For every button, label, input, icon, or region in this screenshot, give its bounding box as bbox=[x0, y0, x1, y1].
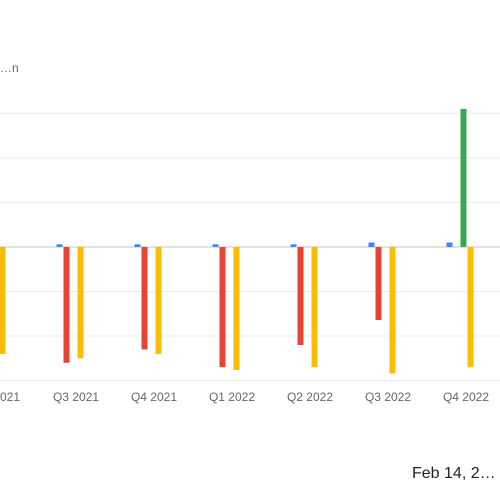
x-tick-label: Q4 2021 bbox=[131, 390, 177, 404]
bar-series-1-q1-2022 bbox=[212, 244, 219, 247]
bars bbox=[0, 108, 474, 374]
x-tick-label: Q2 2022 bbox=[287, 390, 333, 404]
bar-series-4-q2-2021 bbox=[0, 247, 6, 354]
bar-series-1-q2-2022 bbox=[290, 244, 297, 247]
x-tick-label: Q1 2022 bbox=[209, 390, 255, 404]
bar-series-2-q3-2021 bbox=[63, 247, 70, 363]
bar-series-4-q4-2022 bbox=[467, 247, 474, 368]
grid-lines bbox=[0, 112, 500, 382]
x-tick-label: 021 bbox=[0, 390, 20, 404]
x-tick-label: Q3 2021 bbox=[53, 390, 99, 404]
bar-series-4-q3-2022 bbox=[389, 247, 396, 374]
x-tick-label: Q3 2022 bbox=[365, 390, 411, 404]
bar-series-3-q4-2022 bbox=[460, 108, 467, 247]
x-tick-label: Q4 2022 bbox=[443, 390, 489, 404]
bar-series-4-q3-2021 bbox=[77, 247, 84, 359]
bar-series-4-q1-2022 bbox=[233, 247, 240, 370]
top-left-label-fragment: …n bbox=[0, 61, 19, 75]
bar-series-2-q4-2021 bbox=[141, 247, 148, 350]
x-axis-labels: 021 Q3 2021 Q4 2021 Q1 2022 Q2 2022 Q3 2022 Q4… bbox=[0, 390, 489, 404]
bar-series-2-q3-2022 bbox=[375, 247, 382, 320]
date-stamp: Feb 14, 2… bbox=[412, 465, 496, 482]
bar-series-1-q4-2021 bbox=[134, 244, 141, 247]
bar-series-1-q3-2021 bbox=[56, 244, 63, 247]
bar-series-4-q2-2022 bbox=[311, 247, 318, 368]
bar-series-1-q4-2022 bbox=[446, 242, 453, 247]
bar-series-4-q4-2021 bbox=[155, 247, 162, 354]
bar-series-2-q1-2022 bbox=[219, 247, 226, 368]
bar-series-2-q2-2022 bbox=[297, 247, 304, 345]
bar-series-1-q3-2022 bbox=[368, 242, 375, 247]
